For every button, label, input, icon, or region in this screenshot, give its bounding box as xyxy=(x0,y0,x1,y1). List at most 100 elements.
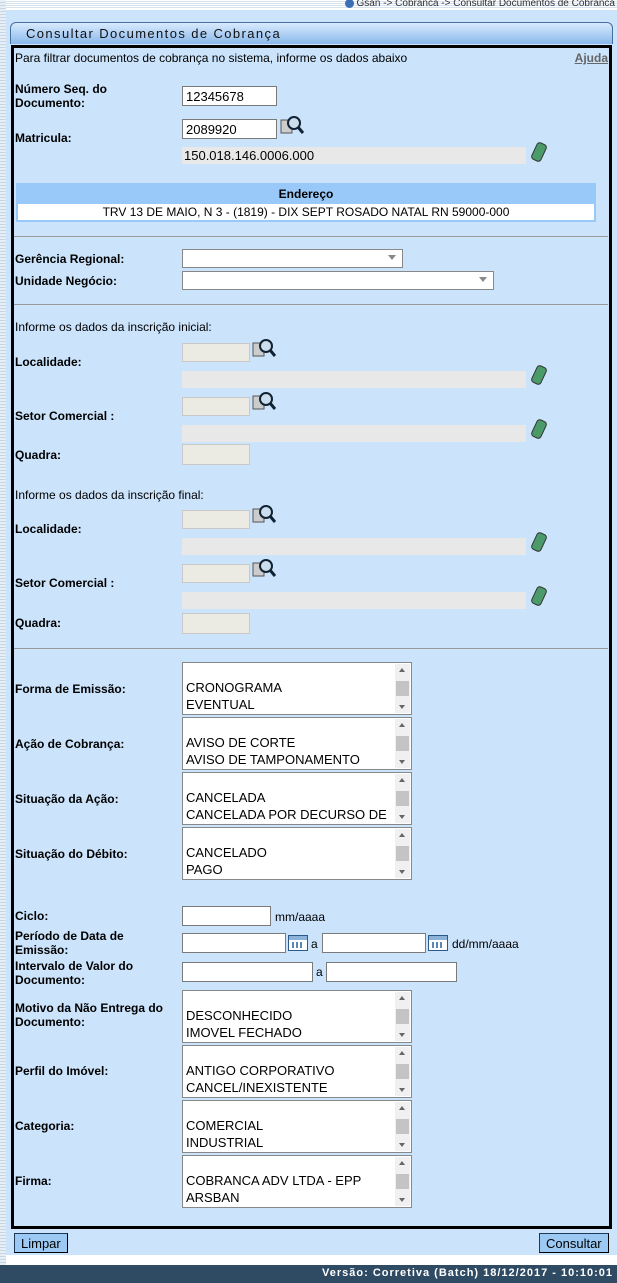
eraser-icon[interactable] xyxy=(530,141,548,163)
matricula-label: Matricula: xyxy=(15,131,72,145)
numero-seq-input[interactable]: 12345678 xyxy=(182,86,277,106)
gerencia-label: Gerência Regional: xyxy=(15,252,125,266)
scrollbar[interactable] xyxy=(395,774,410,823)
eraser-icon[interactable] xyxy=(530,418,548,440)
periodo-fim-input[interactable] xyxy=(322,933,426,953)
localidade-final-input[interactable] xyxy=(182,510,250,529)
calendar-icon[interactable] xyxy=(428,935,448,951)
scrollbar[interactable] xyxy=(395,829,410,878)
consultar-button[interactable]: Consultar xyxy=(539,1233,609,1253)
situacao-debito-list[interactable]: CANCELADO PAGO xyxy=(182,827,412,880)
gerencia-select[interactable] xyxy=(182,249,403,268)
scrollbar[interactable] xyxy=(395,1102,410,1151)
list-option[interactable]: CRONOGRAMA xyxy=(186,680,283,695)
top-frame-strip xyxy=(6,0,617,8)
eraser-icon[interactable] xyxy=(530,531,548,553)
help-link[interactable]: Ajuda xyxy=(574,51,608,65)
left-frame-strip xyxy=(0,0,6,1265)
list-option[interactable]: COBRANCA ADV LTDA - EPP xyxy=(186,1173,362,1188)
list-option[interactable]: AVISO DE CORTE xyxy=(186,735,296,750)
list-option[interactable]: CANCELADO xyxy=(186,845,267,860)
breadcrumb: Gsan -> Cobranca -> Consultar Documentos… xyxy=(344,0,615,9)
calendar-icon[interactable] xyxy=(288,935,308,951)
divider xyxy=(14,648,608,649)
search-icon[interactable] xyxy=(252,391,276,413)
ciclo-hint: mm/aaaa xyxy=(275,910,326,924)
periodo-inicio-input[interactable] xyxy=(182,933,286,953)
search-icon[interactable] xyxy=(280,115,304,137)
quadra-final-label: Quadra: xyxy=(15,616,62,630)
list-option[interactable]: CANCELADA xyxy=(186,790,266,805)
periodo-hint: dd/mm/aaaa xyxy=(452,937,519,951)
list-option[interactable]: EVENTUAL xyxy=(186,697,255,712)
inscricao-inicial-heading: Informe os dados da inscrição inicial: xyxy=(15,320,212,334)
forma-emissao-label: Forma de Emissão: xyxy=(15,682,126,696)
setor-final-desc xyxy=(182,592,526,609)
scrollbar[interactable] xyxy=(395,1047,410,1096)
limpar-button[interactable]: Limpar xyxy=(14,1233,68,1253)
endereco-value: TRV 13 DE MAIO, N 3 - (1819) - DIX SEPT … xyxy=(18,204,594,220)
divider xyxy=(14,304,608,305)
divider xyxy=(14,236,608,237)
list-option[interactable]: DESCONHECIDO xyxy=(186,1008,293,1023)
quadra-final-input[interactable] xyxy=(182,613,250,634)
motivo-list[interactable]: DESCONHECIDO IMOVEL FECHADO xyxy=(182,990,412,1043)
unidade-label: Unidade Negócio: xyxy=(15,274,118,288)
setor-final-label: Setor Comercial : xyxy=(15,576,115,590)
list-option[interactable]: AVISO DE TAMPONAMENTO xyxy=(186,752,360,767)
search-icon[interactable] xyxy=(252,338,276,360)
forma-emissao-list[interactable]: CRONOGRAMA EVENTUAL xyxy=(182,662,412,715)
list-option[interactable]: ARSBAN xyxy=(186,1190,240,1205)
list-option[interactable]: IMOVEL FECHADO xyxy=(186,1025,302,1040)
quadra-inicial-label: Quadra: xyxy=(15,448,62,462)
eraser-icon[interactable] xyxy=(530,585,548,607)
setor-inicial-label: Setor Comercial : xyxy=(15,409,115,423)
inscricao-final-heading: Informe os dados da inscrição final: xyxy=(15,488,204,502)
help-icon xyxy=(344,0,354,8)
situacao-acao-list[interactable]: CANCELADA CANCELADA POR DECURSO DE xyxy=(182,772,412,825)
setor-inicial-input[interactable] xyxy=(182,397,250,416)
periodo-emissao-label: Período de Data de Emissão: xyxy=(15,929,124,957)
situacao-acao-label: Situação da Ação: xyxy=(15,792,119,806)
list-option[interactable]: CANCELADA POR DECURSO DE xyxy=(186,807,387,822)
inscricao-display: 150.018.146.0006.000 xyxy=(182,147,526,164)
search-icon[interactable] xyxy=(252,558,276,580)
breadcrumb-text: Gsan -> Cobranca -> Consultar Documentos… xyxy=(356,0,615,9)
scrollbar[interactable] xyxy=(395,1157,410,1206)
scrollbar[interactable] xyxy=(395,992,410,1041)
localidade-inicial-label: Localidade: xyxy=(15,355,82,369)
firma-list[interactable]: COBRANCA ADV LTDA - EPP ARSBAN xyxy=(182,1155,412,1208)
localidade-final-label: Localidade: xyxy=(15,522,82,536)
eraser-icon[interactable] xyxy=(530,364,548,386)
endereco-box: Endereço TRV 13 DE MAIO, N 3 - (1819) - … xyxy=(16,183,596,222)
search-icon[interactable] xyxy=(252,504,276,526)
perfil-list[interactable]: ANTIGO CORPORATIVO CANCEL/INEXISTENTE xyxy=(182,1045,412,1098)
matricula-input[interactable]: 2089920 xyxy=(182,119,277,139)
ciclo-input[interactable] xyxy=(182,906,271,926)
scrollbar[interactable] xyxy=(395,664,410,713)
localidade-inicial-input[interactable] xyxy=(182,343,250,362)
list-option[interactable]: ANTIGO CORPORATIVO xyxy=(186,1063,335,1078)
scrollbar[interactable] xyxy=(395,719,410,768)
list-option[interactable]: CANCEL/INEXISTENTE xyxy=(186,1080,328,1095)
setor-final-input[interactable] xyxy=(182,564,250,583)
acao-cobranca-list[interactable]: AVISO DE CORTE AVISO DE TAMPONAMENTO xyxy=(182,717,412,770)
perfil-label: Perfil do Imóvel: xyxy=(15,1064,109,1078)
situacao-debito-label: Situação do Débito: xyxy=(15,847,128,861)
valor-inicio-input[interactable] xyxy=(182,962,313,982)
valor-fim-input[interactable] xyxy=(326,962,457,982)
list-option[interactable]: INDUSTRIAL xyxy=(186,1135,264,1150)
list-option[interactable]: PAGO xyxy=(186,862,223,877)
intro-text: Para filtrar documentos de cobrança no s… xyxy=(15,51,408,65)
unidade-select[interactable] xyxy=(182,271,494,290)
motivo-label: Motivo da Não Entrega do Documento: xyxy=(15,1001,164,1029)
localidade-final-desc xyxy=(182,538,526,555)
categoria-label: Categoria: xyxy=(15,1119,75,1133)
intervalo-valor-label: Intervalo de Valor do Documento: xyxy=(15,959,134,987)
list-option[interactable]: COMERCIAL xyxy=(186,1118,264,1133)
categoria-list[interactable]: COMERCIAL INDUSTRIAL xyxy=(182,1100,412,1153)
valor-separator: a xyxy=(316,965,323,979)
firma-label: Firma: xyxy=(15,1174,52,1188)
quadra-inicial-input[interactable] xyxy=(182,444,250,465)
periodo-separator: a xyxy=(311,937,318,951)
